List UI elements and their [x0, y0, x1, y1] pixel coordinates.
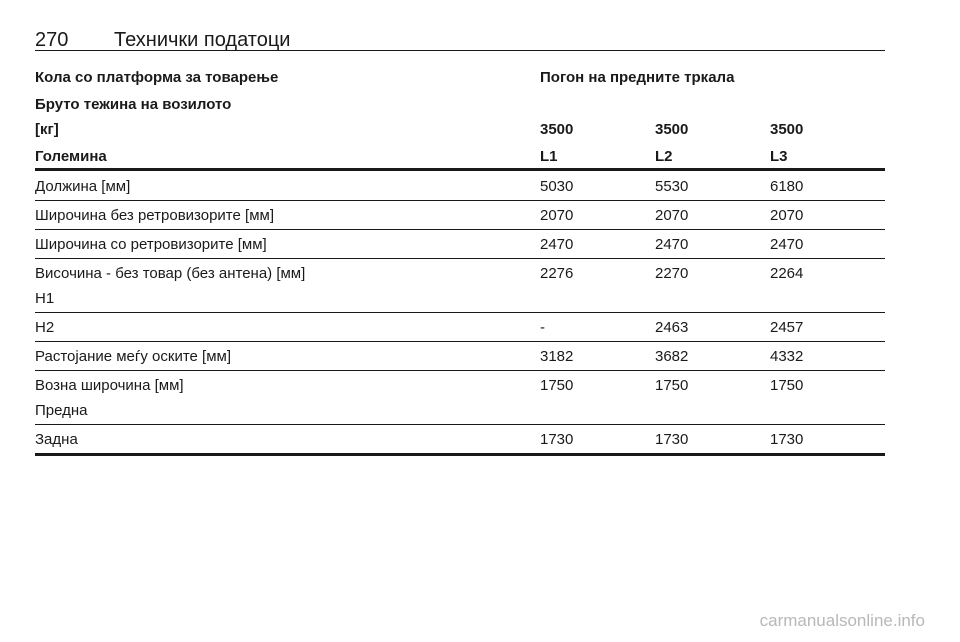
row-value: 2470: [540, 236, 574, 253]
size-value: L3: [770, 148, 788, 165]
rule: [35, 341, 885, 342]
row-label: Возна широчина [мм]: [35, 377, 184, 394]
rule: [35, 50, 885, 51]
page-title: Технички податоци: [114, 29, 291, 51]
row-value: 5030: [540, 178, 574, 195]
row-value: 3182: [540, 348, 574, 365]
row-value: 4332: [770, 348, 804, 365]
page-number: 270: [35, 29, 69, 51]
row-value: 2070: [655, 207, 689, 224]
row-sublabel: Предна: [35, 402, 88, 419]
row-value: 2470: [655, 236, 689, 253]
rule: [35, 168, 885, 171]
rule: [35, 200, 885, 201]
rule: [35, 312, 885, 313]
rule: [35, 453, 885, 456]
row-value: 2070: [770, 207, 804, 224]
weight-value: 3500: [655, 121, 689, 138]
row-value: 2264: [770, 265, 804, 282]
row-value: 1730: [770, 431, 804, 448]
row-value: 1750: [655, 377, 689, 394]
heading-left: Кола со платформа за товарење: [35, 69, 279, 86]
row-value: 1730: [540, 431, 574, 448]
row-value: 1730: [655, 431, 689, 448]
row-label: Задна: [35, 431, 78, 448]
watermark: carmanualsonline.info: [759, 611, 925, 630]
rule: [35, 424, 885, 425]
row-value: 1750: [540, 377, 574, 394]
row-value: 2457: [770, 319, 804, 336]
rule: [35, 370, 885, 371]
row-value: 6180: [770, 178, 804, 195]
row-label: Височина - без товар (без антена) [мм]: [35, 265, 306, 282]
row-label: H2: [35, 319, 55, 336]
weight-value: 3500: [540, 121, 574, 138]
row-value: 2270: [655, 265, 689, 282]
row-value: 2463: [655, 319, 689, 336]
weight-label: Бруто тежина на возилото: [35, 96, 232, 113]
row-value: -: [540, 319, 545, 336]
weight-value: 3500: [770, 121, 804, 138]
row-sublabel: H1: [35, 290, 55, 307]
size-label: Големина: [35, 148, 107, 165]
rule: [35, 258, 885, 259]
size-value: L2: [655, 148, 673, 165]
row-label: Растојание меѓу оските [мм]: [35, 348, 231, 365]
row-value: 3682: [655, 348, 689, 365]
row-label: Широчина без ретровизорите [мм]: [35, 207, 274, 224]
row-value: 5530: [655, 178, 689, 195]
size-value: L1: [540, 148, 558, 165]
heading-right: Погон на предните тркала: [540, 69, 735, 86]
row-value: 1750: [770, 377, 804, 394]
row-label: Должина [мм]: [35, 178, 131, 195]
weight-unit: [кг]: [35, 121, 59, 138]
rule: [35, 229, 885, 230]
row-value: 2470: [770, 236, 804, 253]
row-label: Широчина со ретровизорите [мм]: [35, 236, 267, 253]
row-value: 2070: [540, 207, 574, 224]
row-value: 2276: [540, 265, 574, 282]
